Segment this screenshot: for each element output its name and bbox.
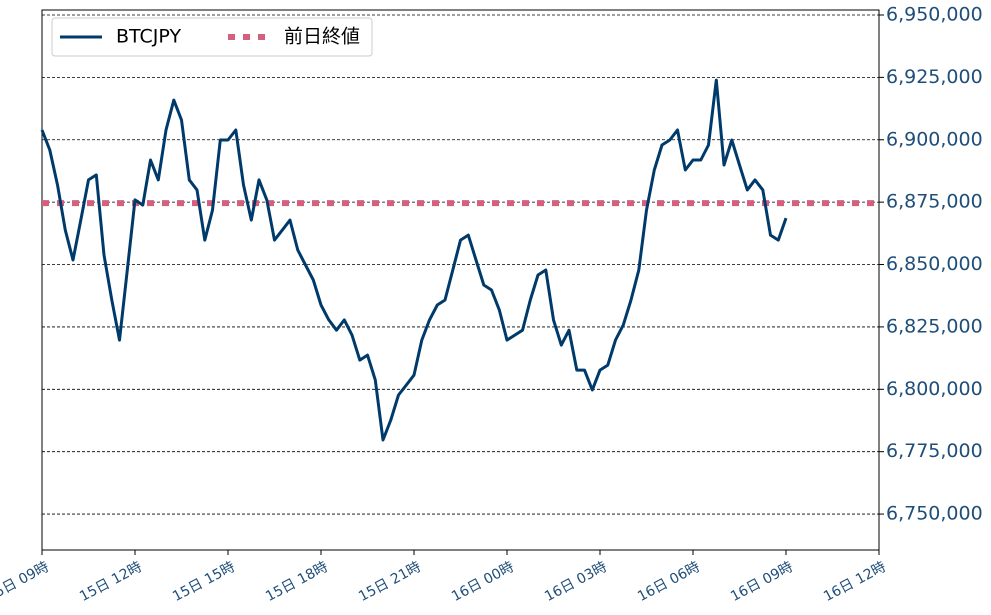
legend-label: 前日終値: [284, 26, 360, 48]
legend: BTCJPY 前日終値: [51, 17, 373, 57]
legend-box: [51, 17, 373, 57]
x-tick-label: 16日 00時: [449, 559, 517, 605]
x-tick-label: 15日 15時: [170, 559, 238, 605]
y-tick-label: 6,775,000: [886, 440, 983, 462]
x-tick-label: 16日 03時: [542, 559, 610, 605]
y-tick-label: 6,825,000: [886, 315, 983, 337]
x-tick-label: 16日 09時: [728, 559, 796, 605]
x-tick-label: 16日 06時: [635, 559, 703, 605]
x-tick-label: 15日 09時: [0, 559, 52, 605]
y-tick-label: 6,750,000: [886, 503, 983, 525]
x-tick-label: 16日 12時: [821, 559, 889, 605]
y-tick-label: 6,875,000: [886, 191, 983, 213]
y-tick-label: 6,925,000: [886, 66, 983, 88]
price-line: [40, 78, 788, 442]
x-tick-label: 15日 18時: [263, 559, 331, 605]
plot-frame: [41, 9, 880, 551]
legend-label: BTCJPY: [116, 26, 181, 48]
y-tick-label: 6,900,000: [886, 128, 983, 150]
x-tick-label: 15日 21時: [356, 559, 424, 605]
x-tick-label: 15日 12時: [77, 559, 145, 605]
y-tick-label: 6,850,000: [886, 253, 983, 275]
y-tick-label: 6,800,000: [886, 378, 983, 400]
y-tick-label: 6,950,000: [886, 3, 983, 25]
